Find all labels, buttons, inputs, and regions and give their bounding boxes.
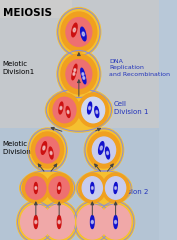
Ellipse shape (35, 220, 37, 224)
Circle shape (66, 60, 92, 88)
Circle shape (97, 201, 135, 240)
Ellipse shape (34, 216, 38, 228)
Circle shape (17, 201, 55, 240)
Ellipse shape (67, 110, 69, 114)
Circle shape (31, 132, 64, 168)
Ellipse shape (83, 77, 85, 79)
Text: Cell
Division 1: Cell Division 1 (114, 101, 148, 115)
Circle shape (57, 8, 101, 56)
Ellipse shape (20, 170, 75, 206)
Ellipse shape (99, 142, 104, 154)
Ellipse shape (90, 216, 94, 228)
Ellipse shape (57, 216, 61, 228)
Text: DNA
Replication
and Recombination: DNA Replication and Recombination (109, 59, 170, 77)
Circle shape (61, 12, 97, 52)
Ellipse shape (73, 64, 77, 76)
Ellipse shape (49, 147, 53, 159)
Ellipse shape (100, 146, 102, 150)
Ellipse shape (114, 216, 117, 228)
Circle shape (28, 128, 67, 172)
Ellipse shape (73, 28, 76, 32)
Circle shape (22, 173, 49, 203)
Circle shape (82, 97, 105, 123)
Ellipse shape (73, 72, 75, 75)
Circle shape (36, 137, 59, 163)
Circle shape (53, 97, 76, 123)
Ellipse shape (43, 146, 45, 150)
Circle shape (21, 205, 51, 239)
Ellipse shape (107, 151, 109, 155)
Circle shape (66, 18, 92, 46)
Text: Meiotic
Division 2: Meiotic Division 2 (3, 141, 37, 155)
Circle shape (49, 93, 80, 127)
Ellipse shape (58, 182, 61, 193)
Circle shape (79, 173, 106, 203)
Ellipse shape (81, 27, 86, 41)
Circle shape (105, 177, 126, 199)
Ellipse shape (50, 151, 52, 155)
Ellipse shape (72, 68, 76, 80)
Ellipse shape (91, 187, 93, 189)
Ellipse shape (45, 88, 112, 132)
Ellipse shape (60, 106, 62, 110)
Circle shape (92, 137, 116, 163)
Ellipse shape (58, 187, 60, 189)
Ellipse shape (81, 68, 85, 80)
Circle shape (84, 128, 124, 172)
Ellipse shape (76, 170, 132, 206)
Ellipse shape (59, 102, 63, 114)
Ellipse shape (115, 187, 116, 189)
Ellipse shape (58, 220, 60, 224)
Ellipse shape (74, 69, 76, 72)
Ellipse shape (66, 107, 70, 117)
Text: MEIOSIS: MEIOSIS (3, 8, 52, 18)
Circle shape (100, 205, 131, 239)
FancyBboxPatch shape (0, 128, 159, 240)
Circle shape (46, 173, 73, 203)
Circle shape (73, 201, 111, 240)
Ellipse shape (115, 220, 117, 224)
Ellipse shape (105, 147, 110, 159)
FancyBboxPatch shape (0, 0, 159, 130)
Circle shape (82, 177, 102, 199)
Ellipse shape (91, 220, 93, 224)
Circle shape (40, 201, 78, 240)
Circle shape (102, 173, 129, 203)
Circle shape (44, 205, 74, 239)
Circle shape (61, 54, 97, 94)
Ellipse shape (41, 142, 47, 154)
FancyBboxPatch shape (0, 0, 72, 18)
Ellipse shape (35, 187, 37, 189)
Ellipse shape (82, 32, 85, 36)
Text: Cell
Division 2: Cell Division 2 (114, 181, 148, 195)
Ellipse shape (82, 73, 84, 75)
Circle shape (49, 177, 69, 199)
Text: Meiotic
Division1: Meiotic Division1 (3, 61, 35, 75)
Ellipse shape (114, 182, 117, 193)
Ellipse shape (34, 182, 37, 193)
Ellipse shape (95, 107, 99, 117)
Circle shape (78, 93, 109, 127)
Ellipse shape (82, 72, 86, 84)
Ellipse shape (96, 110, 98, 114)
Ellipse shape (72, 23, 77, 37)
Circle shape (77, 205, 108, 239)
Ellipse shape (89, 106, 91, 110)
Ellipse shape (88, 102, 92, 114)
Ellipse shape (91, 182, 94, 193)
Circle shape (26, 177, 46, 199)
Circle shape (88, 132, 120, 168)
Circle shape (57, 50, 101, 98)
